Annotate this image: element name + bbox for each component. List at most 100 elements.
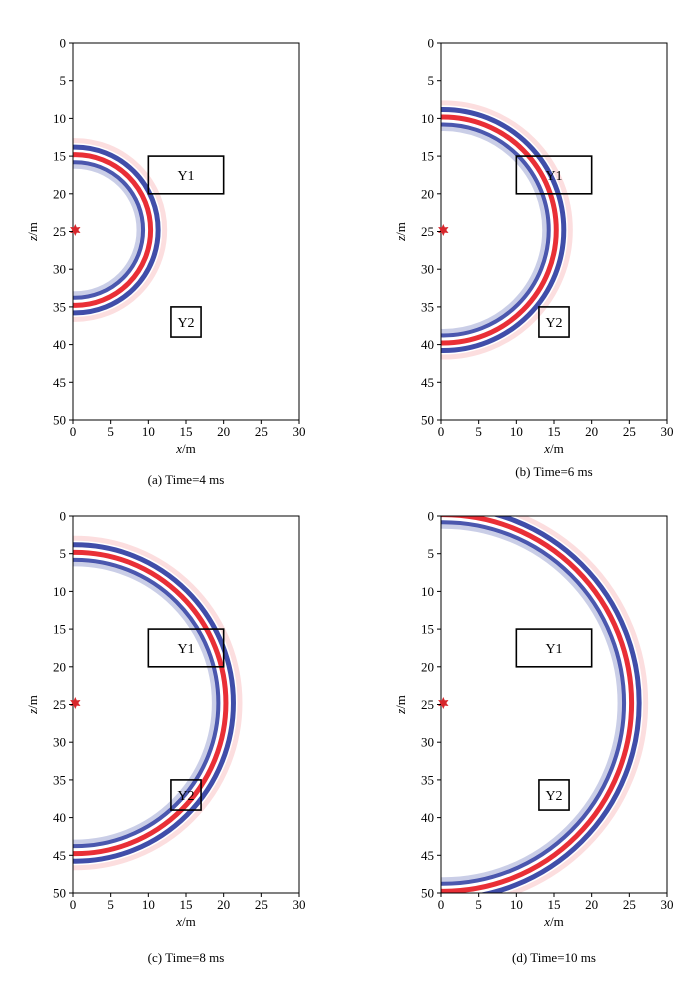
region-label: Y2 xyxy=(545,316,562,331)
y-tick-label: 25 xyxy=(421,224,434,239)
x-tick-label: 30 xyxy=(293,897,306,912)
panel-caption: (a) Time=4 ms xyxy=(147,472,225,487)
x-tick-label: 20 xyxy=(217,424,230,439)
x-tick-label: 10 xyxy=(142,424,155,439)
region-box-y2 xyxy=(538,306,570,338)
y-tick-label: 50 xyxy=(421,413,434,428)
region-box-y2 xyxy=(170,306,202,338)
x-tick-label: 15 xyxy=(180,897,193,912)
y-tick-label: 5 xyxy=(428,73,435,88)
y-tick-label: 0 xyxy=(428,509,435,524)
wavefront-ring xyxy=(73,144,161,316)
wavefront-ring xyxy=(441,122,551,338)
y-tick-label: 25 xyxy=(421,697,434,712)
source-star-icon xyxy=(70,224,81,236)
y-tick-label: 5 xyxy=(428,546,435,561)
wavefront-ring xyxy=(505,516,649,893)
region-box-y2 xyxy=(538,779,570,811)
y-tick-label: 30 xyxy=(53,262,66,277)
y-tick-label: 40 xyxy=(421,337,434,352)
y-tick-label: 15 xyxy=(421,149,434,164)
x-tick-label: 0 xyxy=(70,424,77,439)
wavefront-ring xyxy=(441,114,559,346)
x-tick-label: 20 xyxy=(217,897,230,912)
y-tick-label: 30 xyxy=(53,735,66,750)
plot-background xyxy=(73,43,299,420)
wavefront-ring xyxy=(73,152,154,308)
wavefield xyxy=(441,43,667,420)
wavefront-ring xyxy=(73,557,221,849)
x-tick-label: 15 xyxy=(548,897,561,912)
y-tick-label: 45 xyxy=(421,375,434,390)
panel-4: Y1 Y2 0 5 10 15 20 25 30 0 5 10 15 20 25 30 35 40 45 50 x/m z… xyxy=(393,509,674,930)
y-axis-label: z/m xyxy=(393,695,408,715)
y-tick-label: 45 xyxy=(421,848,434,863)
wavefront-ring xyxy=(73,138,168,322)
region-label: Y2 xyxy=(177,789,194,804)
x-tick-label: 20 xyxy=(585,424,598,439)
y-tick-label: 50 xyxy=(53,886,66,901)
x-tick-label: 10 xyxy=(510,897,523,912)
region-label: Y2 xyxy=(545,789,562,804)
y-tick-label: 50 xyxy=(53,413,66,428)
y-tick-label: 40 xyxy=(53,337,66,352)
x-tick-label: 25 xyxy=(623,897,636,912)
y-tick-label: 15 xyxy=(53,149,66,164)
y-tick-label: 20 xyxy=(53,659,66,674)
panel-caption: (b) Time=6 ms xyxy=(515,464,593,479)
x-tick-label: 5 xyxy=(107,897,114,912)
wavefront-ring xyxy=(73,561,217,845)
x-tick-label: 30 xyxy=(661,424,674,439)
region-label: Y2 xyxy=(177,316,194,331)
region-box-y1 xyxy=(515,628,593,668)
x-tick-label: 10 xyxy=(510,424,523,439)
y-tick-label: 0 xyxy=(60,36,67,51)
wavefield xyxy=(73,43,299,420)
panel-1: Y1 Y2 0 5 10 15 20 25 30 0 5 10 15 20 25 30 35 40 45 50 x/m z… xyxy=(25,36,306,457)
x-tick-label: 0 xyxy=(70,897,77,912)
region-box-y1 xyxy=(147,155,225,195)
wavefront-ring xyxy=(441,523,623,883)
region-box-y1 xyxy=(147,628,225,668)
y-tick-label: 5 xyxy=(60,546,67,561)
panel-3: Y1 Y2 0 5 10 15 20 25 30 0 5 10 15 20 25 30 35 40 45 50 x/m z… xyxy=(25,509,306,930)
y-tick-label: 40 xyxy=(421,810,434,825)
x-tick-label: 15 xyxy=(180,424,193,439)
wavefront-ring xyxy=(73,542,236,864)
x-axis-label: x/m xyxy=(543,441,564,456)
wavefront-ring xyxy=(441,126,548,334)
region-label: Y1 xyxy=(545,169,562,184)
y-tick-label: 0 xyxy=(428,36,435,51)
source-star-icon xyxy=(70,697,81,709)
y-tick-label: 20 xyxy=(421,186,434,201)
y-tick-label: 20 xyxy=(421,659,434,674)
y-tick-label: 50 xyxy=(421,886,434,901)
x-tick-label: 5 xyxy=(475,424,482,439)
x-axis-label: x/m xyxy=(175,914,196,929)
x-tick-label: 10 xyxy=(142,897,155,912)
wavefront-ring xyxy=(441,520,627,886)
x-tick-label: 5 xyxy=(107,424,114,439)
wavefront-ring xyxy=(73,163,142,297)
y-tick-label: 25 xyxy=(53,224,66,239)
region-label: Y1 xyxy=(177,642,194,657)
panel-caption: (d) Time=10 ms xyxy=(512,950,596,965)
wavefront-ring xyxy=(73,535,243,871)
source-star-icon xyxy=(438,697,449,709)
y-tick-label: 30 xyxy=(421,262,434,277)
x-tick-label: 20 xyxy=(585,897,598,912)
x-tick-label: 30 xyxy=(293,424,306,439)
y-tick-label: 45 xyxy=(53,375,66,390)
y-tick-label: 30 xyxy=(421,735,434,750)
wavefront-ring xyxy=(441,106,567,353)
x-tick-label: 25 xyxy=(255,424,268,439)
wavefront-ring xyxy=(441,516,635,893)
y-tick-label: 35 xyxy=(421,772,434,787)
wavefield xyxy=(73,516,299,893)
y-tick-label: 45 xyxy=(53,848,66,863)
wavefront-ring xyxy=(73,549,229,857)
y-axis-label: z/m xyxy=(393,222,408,242)
y-tick-label: 15 xyxy=(53,622,66,637)
